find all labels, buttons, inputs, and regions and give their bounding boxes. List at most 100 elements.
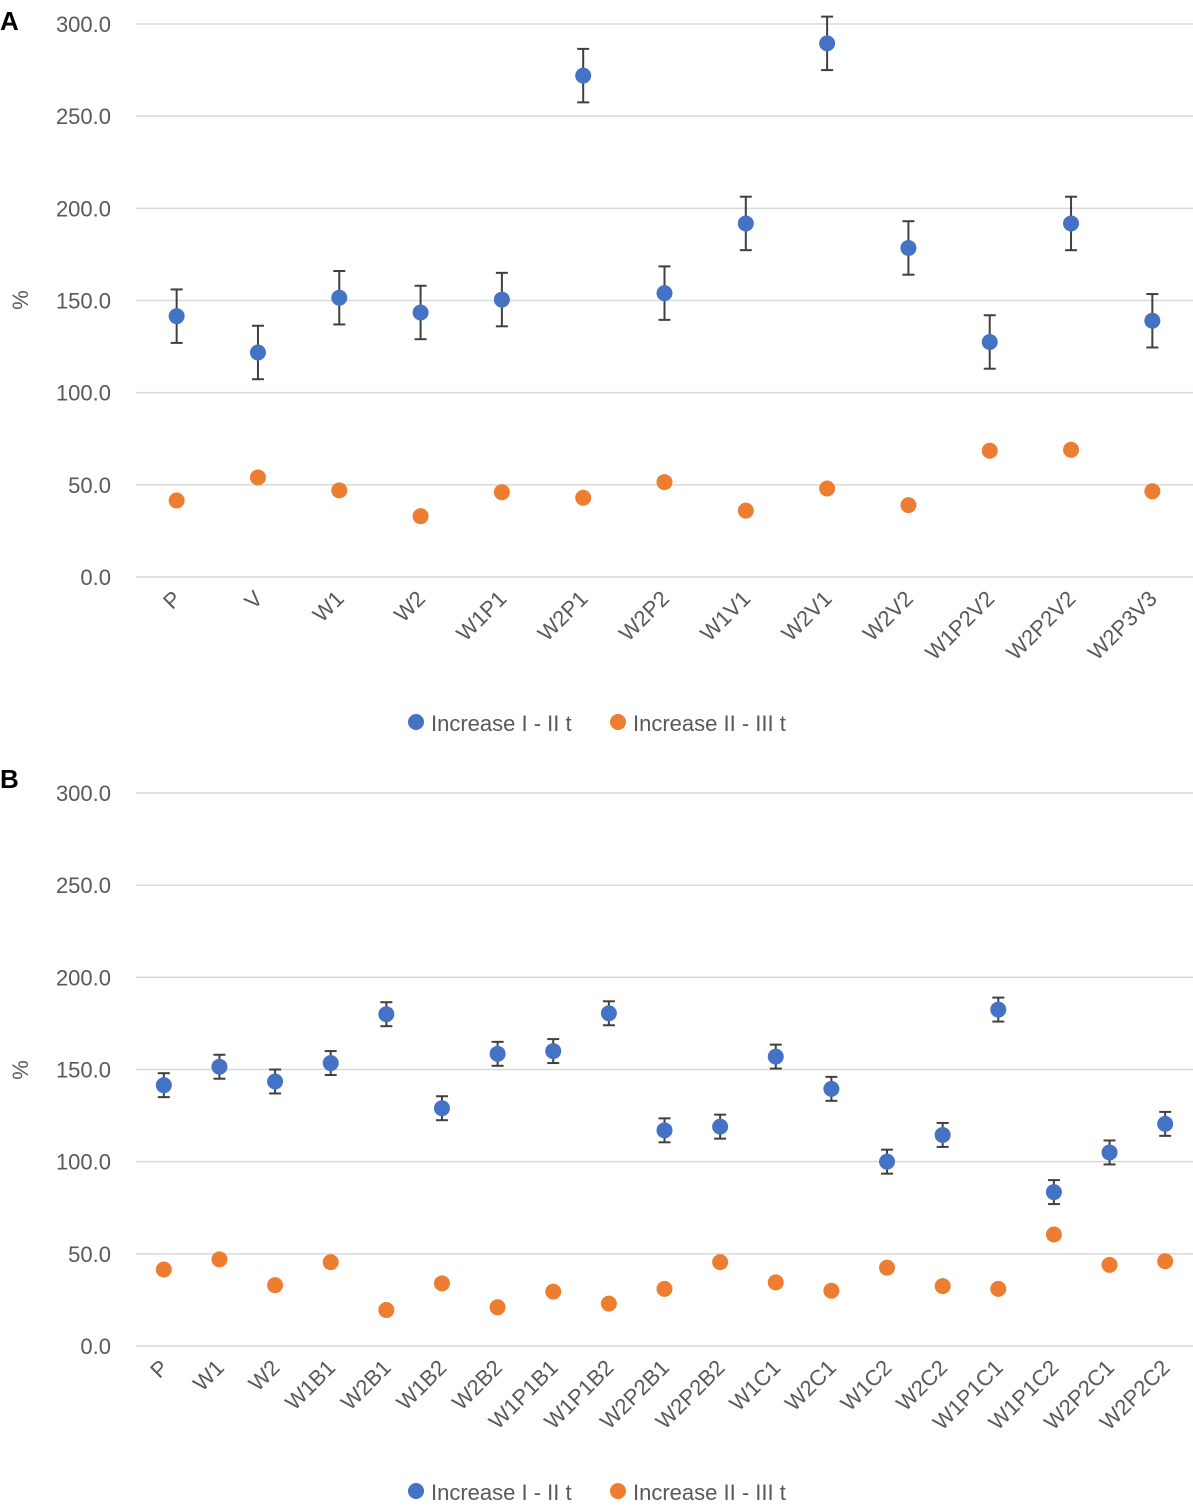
data-point (990, 1001, 1007, 1018)
data-point (712, 1118, 729, 1135)
x-tick-label: W1C1 (724, 1355, 785, 1416)
x-tick-label: W2P2V2 (1001, 586, 1080, 665)
panel-label: A (0, 6, 19, 36)
data-point (1157, 1253, 1174, 1270)
data-point (211, 1058, 228, 1075)
data-point (819, 480, 836, 497)
data-point (656, 1122, 673, 1139)
data-point (155, 1077, 172, 1094)
legend-marker (408, 714, 424, 730)
x-tick-label: W2P1 (533, 586, 593, 646)
data-point (433, 1100, 450, 1117)
x-tick-label: W2V1 (777, 586, 837, 646)
data-point (1157, 1115, 1174, 1132)
x-tick-label: W1 (188, 1355, 229, 1396)
y-tick-label: 300.0 (56, 781, 111, 806)
data-point (712, 1254, 729, 1271)
data-point (767, 1048, 784, 1065)
data-point (331, 289, 348, 306)
data-point (1101, 1144, 1118, 1161)
data-point (412, 304, 429, 321)
data-point (331, 482, 348, 499)
data-point (489, 1299, 506, 1316)
data-point (249, 344, 266, 361)
data-point (575, 489, 592, 506)
data-point (433, 1275, 450, 1292)
y-tick-label: 200.0 (56, 196, 111, 221)
data-point (934, 1126, 951, 1143)
data-point (267, 1073, 284, 1090)
y-tick-label: 200.0 (56, 965, 111, 990)
data-point (493, 291, 510, 308)
data-point (155, 1261, 172, 1278)
series-1 (155, 996, 1174, 1206)
data-point (1144, 483, 1161, 500)
data-point (1045, 1184, 1062, 1201)
data-point (900, 497, 917, 514)
data-point (1101, 1256, 1118, 1273)
data-point (600, 1295, 617, 1312)
series-1 (168, 15, 1161, 381)
data-point (981, 442, 998, 459)
y-tick-label: 250.0 (56, 873, 111, 898)
y-tick-label: 150.0 (56, 1058, 111, 1083)
y-tick-label: 0.0 (80, 1334, 111, 1359)
data-point (545, 1043, 562, 1060)
y-axis-title: % (8, 1060, 33, 1080)
data-point (737, 215, 754, 232)
data-point (1144, 312, 1161, 329)
x-tick-label: W1P1 (451, 586, 511, 646)
data-point (900, 239, 917, 256)
x-tick-label: W2 (389, 586, 430, 627)
x-tick-label: W1B2 (391, 1355, 451, 1415)
data-point (168, 492, 185, 509)
data-point (656, 1280, 673, 1297)
legend-label: Increase II - III t (633, 711, 786, 736)
data-point (823, 1080, 840, 1097)
data-point (489, 1045, 506, 1062)
data-point (168, 308, 185, 325)
series-2 (155, 1226, 1174, 1319)
legend-marker (610, 714, 626, 730)
legend-marker (408, 1483, 424, 1499)
data-point (934, 1278, 951, 1295)
data-point (819, 35, 836, 52)
legend-label: Increase II - III t (633, 1480, 786, 1505)
y-tick-label: 100.0 (56, 1150, 111, 1175)
data-point (322, 1254, 339, 1271)
data-point (600, 1005, 617, 1022)
data-point (990, 1280, 1007, 1297)
legend-label: Increase I - II t (431, 711, 572, 736)
x-tick-label: W1P2V2 (920, 586, 999, 665)
data-point (412, 508, 429, 525)
y-tick-label: 250.0 (56, 104, 111, 129)
y-axis-title: % (8, 290, 33, 310)
data-point (322, 1055, 339, 1072)
data-point (879, 1259, 896, 1276)
x-tick-label: W1C2 (836, 1355, 897, 1416)
data-point (378, 1006, 395, 1023)
panel-label: B (0, 764, 19, 794)
data-point (981, 333, 998, 350)
data-point (823, 1282, 840, 1299)
data-point (737, 502, 754, 519)
data-point (767, 1274, 784, 1291)
legend-label: Increase I - II t (431, 1480, 572, 1505)
legend: Increase I - II t Increase II - III t (408, 1480, 786, 1505)
data-point (656, 285, 673, 302)
data-point (1063, 441, 1080, 458)
series-2 (168, 441, 1161, 525)
data-point (656, 474, 673, 491)
data-point (267, 1277, 284, 1294)
x-tick-label: W2 (244, 1355, 285, 1396)
x-tick-label: W1 (308, 586, 349, 627)
x-tick-label: V (239, 586, 267, 614)
x-tick-label: W2C1 (780, 1355, 841, 1416)
data-point (879, 1153, 896, 1170)
x-tick-label: W1B1 (280, 1355, 340, 1415)
chart-panel-a: A 0.0 50.0 100.0 150.0 200.0 250.0 300.0% P V W1 W2… (0, 6, 1193, 736)
y-tick-label: 0.0 (80, 565, 111, 590)
